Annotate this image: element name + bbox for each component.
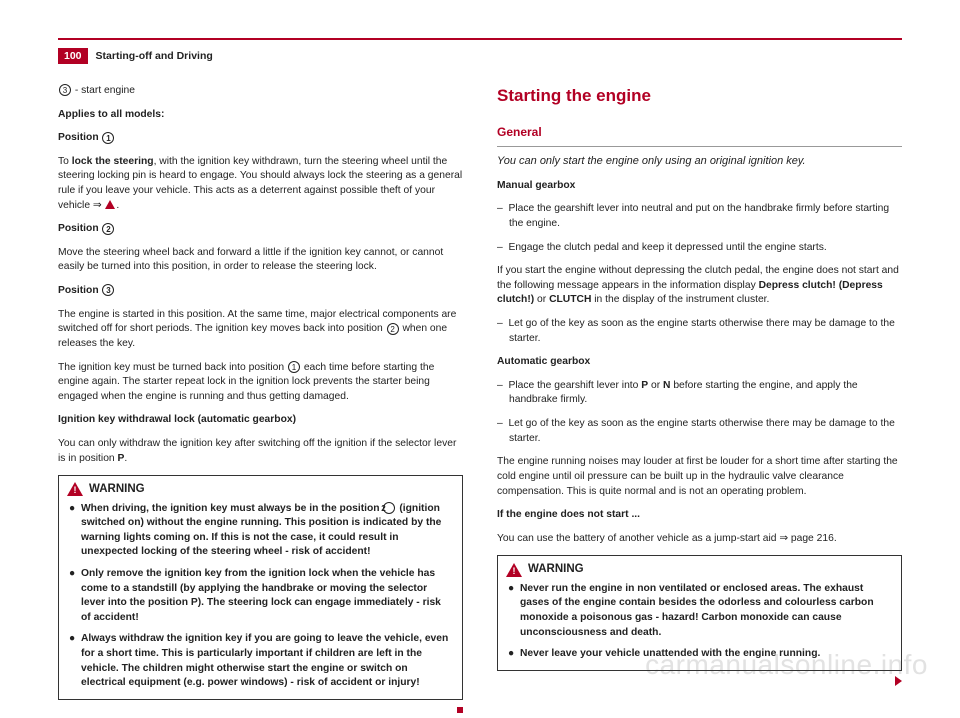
nostart-text: You can use the battery of another vehic… [497,532,902,547]
heading-starting-engine: Starting the engine [497,84,902,108]
h2-rule [497,146,902,147]
page-number: 100 [58,48,88,64]
mg3-text: Let go of the key as soon as the engine … [508,318,894,344]
warning-item-1: ● When driving, the ignition key must al… [69,502,452,560]
warning-header: WARNING [59,476,462,499]
w2: Only remove the ignition key from the ig… [81,568,441,623]
circled-3b-icon: 3 [102,284,114,296]
rw1: Never run the engine in non ventilated o… [520,583,874,638]
must-turn-text: The ignition key must be turned back int… [58,361,463,405]
section-title: Starting-off and Driving [96,50,213,62]
warning-triangle-large-icon [67,482,83,496]
warning-item-3: ● Always withdraw the ignition key if yo… [69,632,452,690]
circled-3-icon: 3 [59,84,71,96]
ikw-text: You can only withdraw the ignition key a… [58,437,463,466]
pos1-b: lock the steering [72,156,154,167]
left-column: 3 - start engine Applies to all models: … [58,84,463,718]
manual-gearbox-title: Manual gearbox [497,179,902,194]
warning-triangle-large-icon-2 [506,563,522,577]
warning-body: ● When driving, the ignition key must al… [59,500,462,699]
mg-note: If you start the engine without depressi… [497,264,902,308]
ag-item-2: – Let go of the key as soon as the engin… [497,417,902,446]
ag-item-1: – Place the gearshift lever into P or N … [497,379,902,408]
w1a: When driving, the ignition key must alwa… [81,503,383,514]
warning-box-left: WARNING ● When driving, the ignition key… [58,475,463,700]
ikw-c: . [124,453,127,464]
end-square-icon [457,707,463,713]
rw2: Never leave your vehicle unattended with… [520,648,820,659]
ag1a: Place the gearshift lever into [508,380,641,391]
pos1-label-text: Position [58,132,101,143]
position-1-text: To lock the steering, with the ignition … [58,155,463,213]
mg-item-1: – Place the gearshift lever into neutral… [497,202,902,231]
nostart-title: If the engine does not start ... [497,508,902,523]
warning-triangle-icon [105,200,115,209]
page-header: 100 Starting-off and Driving [58,48,902,64]
right-column: Starting the engine General You can only… [497,84,902,718]
header-rule [58,38,902,40]
mgn-d: CLUTCH [549,294,591,305]
pos1-a: To [58,156,72,167]
start-engine-line: 3 - start engine [58,84,463,99]
position-1-label: Position 1 [58,131,463,146]
ag1c: or [648,380,663,391]
start-engine-text: - start engine [72,85,135,96]
circled-1b-icon: 1 [288,361,300,373]
intro-text: You can only start the engine only using… [497,154,902,170]
mgn-c: or [534,294,549,305]
pos3-label-text: Position [58,285,101,296]
position-2-text: Move the steering wheel back and forward… [58,246,463,275]
applies-title: Applies to all models: [58,108,463,123]
mgn-e: in the display of the instrument cluster… [591,294,769,305]
position-3-text: The engine is started in this position. … [58,308,463,352]
warning-body-right: ● Never run the engine in non ventilated… [498,580,901,670]
mg2-text: Engage the clutch pedal and keep it depr… [508,242,826,253]
position-2-label: Position 2 [58,222,463,237]
automatic-gearbox-title: Automatic gearbox [497,355,902,370]
circled-2c-icon: 2 [383,502,395,514]
circled-1-icon: 1 [102,132,114,144]
w3: Always withdraw the ignition key if you … [81,633,448,688]
rwarning-item-1: ● Never run the engine in non ventilated… [508,582,891,640]
warning-box-right: WARNING ● Never run the engine in non ve… [497,555,902,670]
mg1-text: Place the gearshift lever into neutral a… [508,203,889,229]
continue-arrow-icon [895,676,902,686]
heading-general: General [497,124,902,141]
continuation-marker [497,675,902,690]
engine-noise-text: The engine running noises may louder at … [497,455,902,499]
warning-header-right: WARNING [498,556,901,579]
must-a: The ignition key must be turned back int… [58,362,287,373]
warning-title-right: WARNING [528,561,584,577]
rwarning-item-2: ● Never leave your vehicle unattended wi… [508,647,891,662]
mg-item-3: – Let go of the key as soon as the engin… [497,317,902,346]
ikw-title: Ignition key withdrawal lock (automatic … [58,413,463,428]
position-3-label: Position 3 [58,284,463,299]
circled-2b-icon: 2 [387,323,399,335]
ag2-text: Let go of the key as soon as the engine … [508,418,894,444]
warning-item-2: ● Only remove the ignition key from the … [69,567,452,625]
section-end-marker [58,704,463,718]
mg-item-2: – Engage the clutch pedal and keep it de… [497,241,902,256]
warning-title-text: WARNING [89,481,145,497]
pos2-label-text: Position [58,223,101,234]
circled-2-icon: 2 [102,223,114,235]
